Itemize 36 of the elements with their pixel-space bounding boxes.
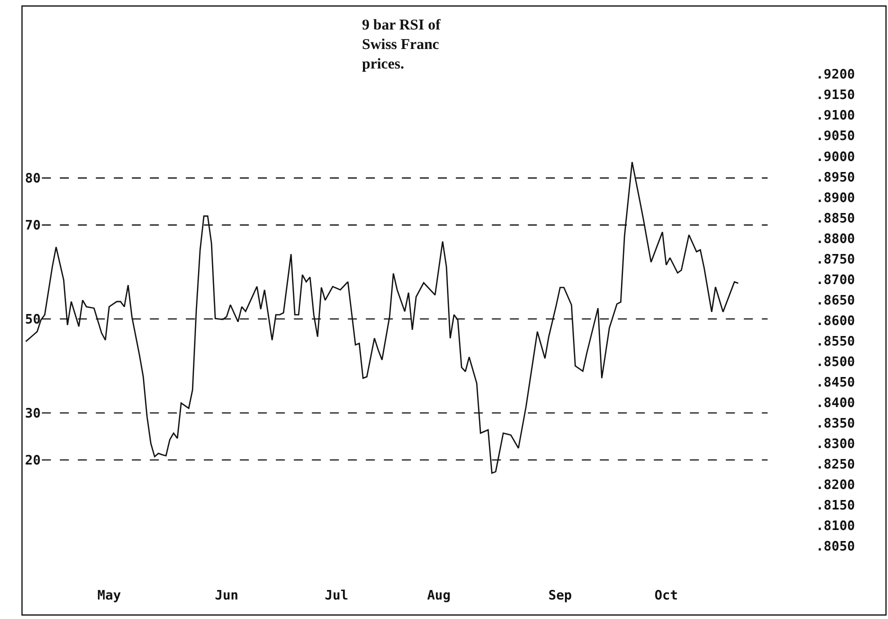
y2-tick-label: .8450 <box>816 375 856 390</box>
x-tick-label: Jul <box>324 588 348 604</box>
y-tick-label: 30 <box>25 406 41 422</box>
x-tick-label: May <box>97 588 122 604</box>
y2-tick-label: .8700 <box>816 272 856 288</box>
y-tick-label: 50 <box>25 312 41 328</box>
text: 9 bar RSI of Swiss Franc prices. <box>362 18 442 73</box>
y2-tick-label: .8500 <box>816 354 856 370</box>
y2-tick-label: .9150 <box>816 88 856 104</box>
y2-tick-label: .8250 <box>816 458 856 473</box>
y2-tick-label: .9100 <box>816 108 856 124</box>
y2-tick-label: .8350 <box>816 416 856 432</box>
y2-tick-label: .8400 <box>816 396 856 411</box>
y2-tick-label: .8900 <box>816 190 856 206</box>
y2-tick-label: .8850 <box>816 211 856 226</box>
y-tick-label: 80 <box>25 172 41 187</box>
y2-tick-label: .8100 <box>816 519 856 534</box>
y2-tick-label: .9050 <box>816 129 856 144</box>
y2-tick-label: .8950 <box>816 170 856 186</box>
y2-tick-label: .8650 <box>816 293 856 308</box>
y2-tick-label: .8750 <box>816 252 856 268</box>
y2-tick-label: .8300 <box>816 437 856 452</box>
x-tick-label: Aug <box>427 588 451 604</box>
y2-tick-label: .8600 <box>816 314 856 329</box>
y2-tick-label: .9200 <box>816 68 856 83</box>
y2-tick-label: .9000 <box>816 150 856 165</box>
x-tick-label: Sep <box>548 588 572 604</box>
y2-tick-label: .8050 <box>816 540 856 555</box>
y2-tick-label: .8550 <box>816 334 856 350</box>
y2-tick-label: .8800 <box>816 232 856 247</box>
y-tick-label: 20 <box>25 453 41 468</box>
x-tick-label: Jun <box>214 588 238 604</box>
y2-tick-label: .8150 <box>816 498 856 514</box>
x-tick-label: Oct <box>654 588 678 604</box>
y2-tick-label: .8200 <box>816 478 856 494</box>
y-tick-label: 70 <box>25 218 41 234</box>
